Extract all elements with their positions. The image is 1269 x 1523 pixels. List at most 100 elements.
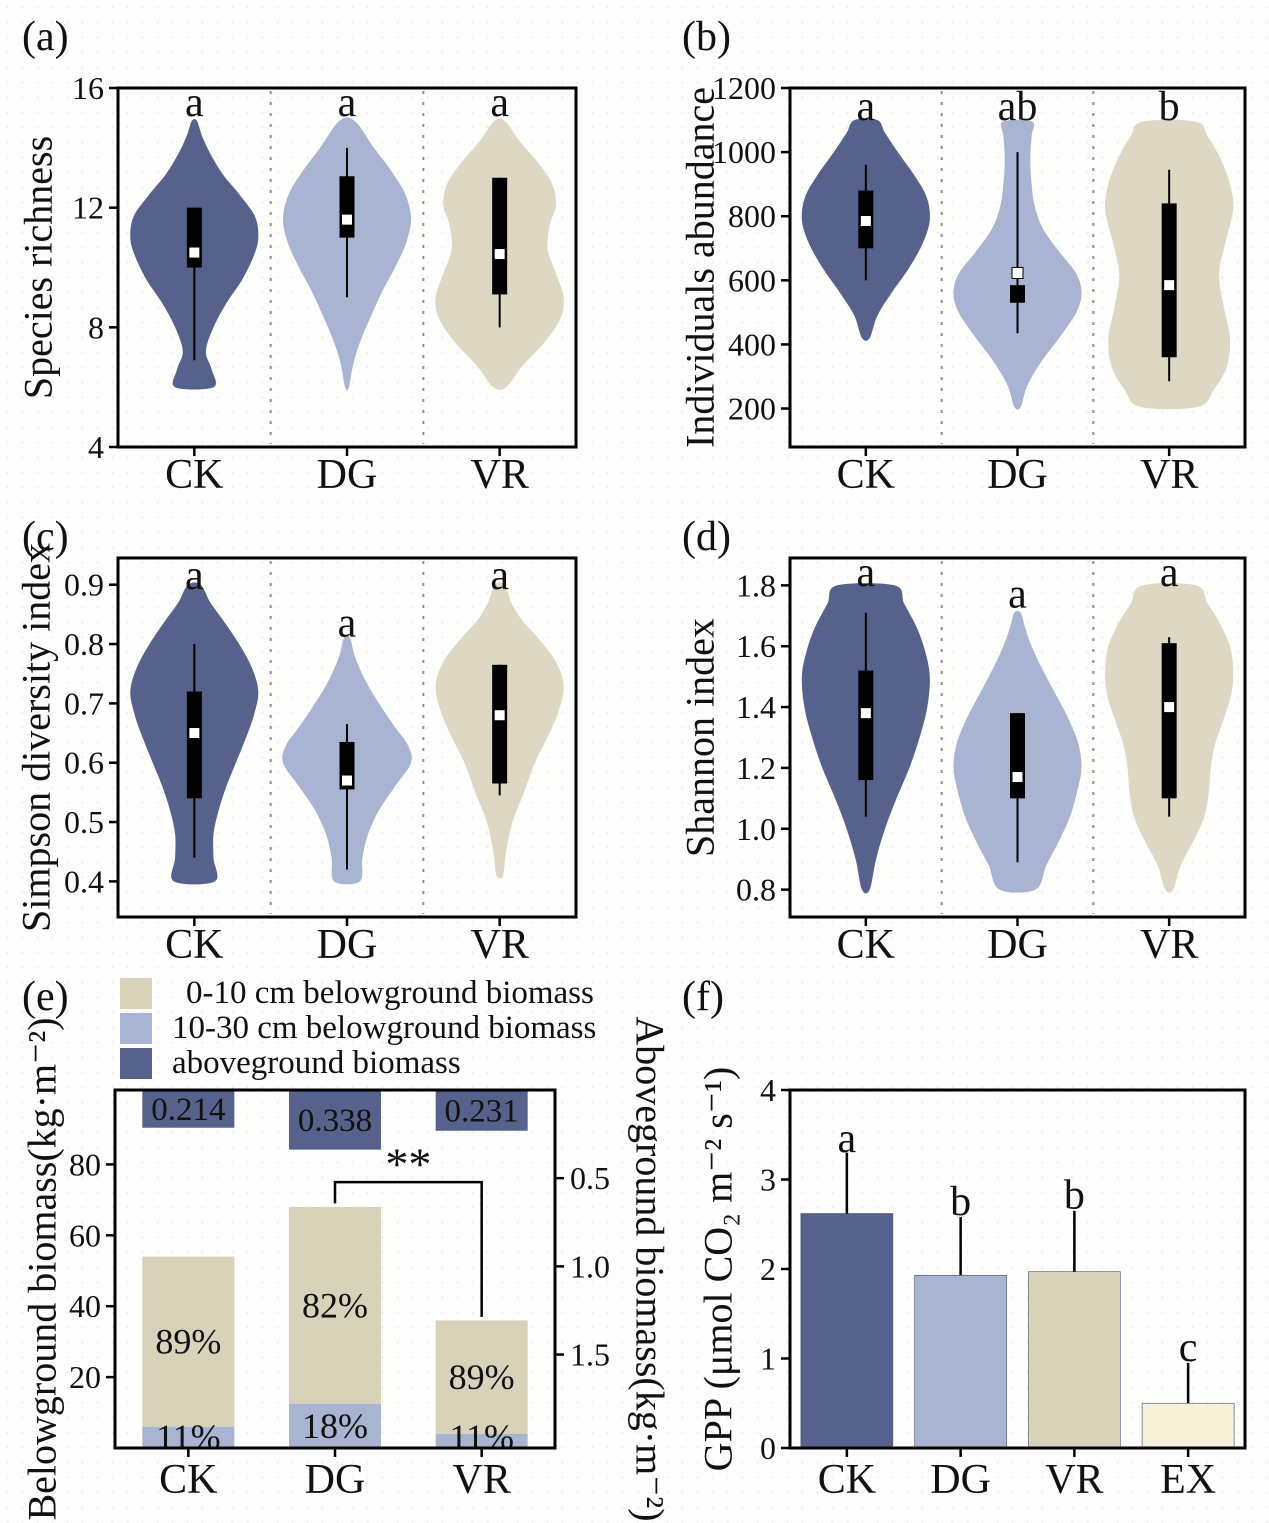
median-vr	[1163, 279, 1176, 292]
x-category-label: DG	[317, 452, 378, 498]
pct-label-10-30cm: 18%	[302, 1406, 368, 1446]
legend-swatch-0-10cm-icon	[120, 978, 152, 1009]
panel-c-label: (c)	[22, 514, 69, 560]
bar-aboveground	[289, 1090, 381, 1150]
y-axis-label: GPP (μmol CO₂ m⁻² s⁻¹)	[696, 1067, 741, 1472]
median-vr	[493, 709, 506, 722]
box-ck	[858, 670, 874, 781]
sig-letter: c	[1179, 1325, 1198, 1371]
bar-10-30cm	[289, 1403, 381, 1448]
box-dg	[1010, 713, 1025, 799]
panel-a-label: (a)	[22, 14, 69, 60]
y-axis-label-left: Belowground biomass(kg·m⁻²)	[20, 1017, 65, 1520]
panel-e-label: (e)	[22, 974, 69, 1020]
panel-b-label: (b)	[682, 14, 731, 60]
bar-0-10cm	[435, 1320, 528, 1434]
sig-letter: a	[857, 550, 876, 596]
significance-bracket	[333, 1180, 483, 1317]
y-tick-label: 8	[88, 309, 104, 345]
x-category-label: VR	[470, 452, 528, 498]
y-tick-label: 40	[69, 1288, 101, 1324]
x-category-label: VR	[1140, 452, 1198, 498]
x-category-label: VR	[1045, 1457, 1103, 1503]
sig-letter: b	[950, 1179, 971, 1225]
y-tick-label: 0.5	[64, 804, 104, 840]
y-tick-label: 0.7	[64, 685, 104, 721]
x-category-label: EX	[1160, 1457, 1216, 1503]
box-vr	[492, 177, 508, 295]
y-tick-label: 12	[72, 190, 104, 226]
bar-0-10cm	[142, 1256, 235, 1427]
y-right-tick-label: 1.0	[570, 1248, 610, 1284]
x-category-label: DG	[305, 1457, 366, 1503]
y-tick-label: 1.2	[736, 750, 776, 786]
legend-item-10-30cm: 10-30 cm belowground biomass	[120, 1010, 596, 1046]
x-category-label: CK	[159, 1457, 217, 1503]
sig-letter: a	[338, 600, 357, 646]
panel-f-label: (f)	[682, 974, 724, 1020]
sig-letter: a	[1160, 550, 1179, 596]
x-category-label: DG	[317, 922, 378, 968]
sig-letter: a	[185, 80, 204, 126]
sig-letter: ab	[998, 84, 1038, 130]
sig-letter: a	[1008, 572, 1027, 618]
panel-b-group: 200 400 600 800 1000 1200 CK DG VR a ab b Individual…	[678, 70, 1247, 498]
gpp-bar-dg	[914, 1274, 1007, 1449]
bar-aboveground	[435, 1090, 528, 1131]
y-tick-label: 1	[760, 1341, 776, 1377]
y-tick-label: 4	[760, 1072, 776, 1108]
bar-aboveground	[142, 1090, 235, 1128]
median-dg	[341, 774, 353, 787]
x-category-label: VR	[452, 1457, 510, 1503]
aboveground-value-label: 0.214	[151, 1092, 225, 1128]
box-ck	[186, 691, 202, 799]
x-category-label: VR	[1140, 922, 1198, 968]
sig-letter: a	[857, 84, 876, 130]
panel-f-group: a b b c 0 1 2 3 4 CK DG VR EX GPP (μmol CO₂ m⁻² s⁻¹)	[696, 1067, 1247, 1503]
sig-letter: b	[1064, 1173, 1085, 1219]
y-right-tick-label: 0.5	[570, 1160, 610, 1196]
gpp-bar-vr	[1028, 1271, 1121, 1449]
legend-label-aboveground: aboveground biomass	[172, 1045, 461, 1081]
median-dg	[1011, 771, 1024, 784]
x-category-label: CK	[165, 922, 223, 968]
y-tick-label: 600	[728, 262, 776, 298]
y-axis-label: Simpson diversity index	[14, 543, 59, 932]
panel-d-group: 0.8 1.0 1.2 1.4 1.6 1.8 CK DG VR a a a Shannon index	[678, 550, 1247, 968]
sig-letter: a	[490, 553, 509, 599]
legend-label-0-10cm: 0-10 cm belowground biomass	[186, 975, 594, 1011]
y-tick-label: 200	[728, 391, 776, 427]
aboveground-value-label: 0.338	[298, 1103, 372, 1139]
x-category-label: VR	[470, 922, 528, 968]
legend-item-aboveground: aboveground biomass	[120, 1045, 596, 1081]
median-dg	[341, 213, 353, 226]
x-category-label: CK	[837, 922, 895, 968]
y-tick-label: 0.8	[64, 626, 104, 662]
median-dg	[1011, 266, 1024, 279]
x-category-label: CK	[165, 452, 223, 498]
pct-label-0-10cm: 89%	[155, 1322, 221, 1362]
y-tick-label: 1.8	[736, 567, 776, 603]
x-category-label: CK	[818, 1457, 876, 1503]
sig-letter: a	[338, 80, 357, 126]
y-tick-label: 3	[760, 1162, 776, 1198]
median-vr	[493, 248, 506, 261]
y-tick-label: 0.9	[64, 567, 104, 603]
box-dg	[1010, 285, 1025, 303]
box-vr	[492, 664, 508, 784]
y-tick-label: 800	[728, 198, 776, 234]
bar-10-30cm	[435, 1433, 528, 1448]
y-axis-label-right: Aboveground biomass(kg·m⁻²)	[628, 1016, 673, 1521]
y-tick-label: 0.4	[64, 863, 104, 899]
legend-swatch-10-30cm-icon	[120, 1013, 152, 1044]
median-ck	[859, 707, 872, 720]
gpp-bar-ck	[800, 1213, 894, 1449]
panel-e-group: 0.21489%11%0.33882%18%0.23189%11%**20406…	[20, 1016, 673, 1521]
y-tick-label: 16	[72, 70, 104, 106]
median-ck	[188, 727, 201, 740]
y-tick-label: 60	[69, 1217, 101, 1253]
x-category-label: DG	[930, 1457, 991, 1503]
y-axis-label: Species richness	[16, 136, 61, 399]
